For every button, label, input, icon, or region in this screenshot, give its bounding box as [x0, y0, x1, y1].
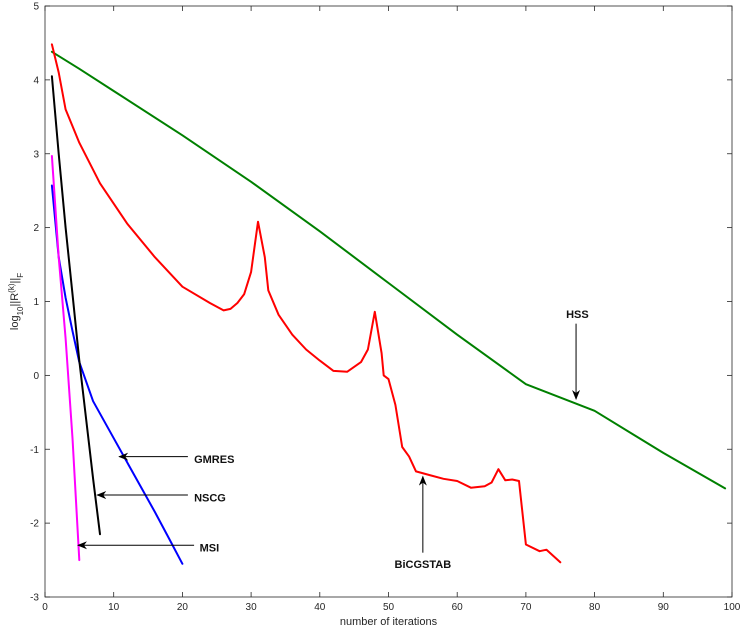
- y-tick-label--3: -3: [30, 593, 39, 604]
- y-label-prefix: log: [9, 315, 21, 330]
- x-tick-label-50: 50: [383, 602, 395, 613]
- x-tick-label-40: 40: [314, 602, 326, 613]
- annotation-label-bicgstab: BiCGSTAB: [395, 559, 452, 571]
- annotation-label-gmres: GMRES: [194, 454, 234, 466]
- x-tick-label-60: 60: [452, 602, 464, 613]
- x-tick-label-80: 80: [589, 602, 601, 613]
- x-tick-label-0: 0: [42, 602, 48, 613]
- series-line-bicgstab: [50, 43, 562, 564]
- x-tick-label-90: 90: [658, 602, 670, 613]
- y-axis-label: log10||R(k)||F: [7, 273, 25, 330]
- x-tick-label-100: 100: [724, 602, 741, 613]
- y-tick-label-1: 1: [33, 297, 39, 308]
- x-axis-label: number of iterations: [340, 616, 438, 628]
- x-tick-label-30: 30: [246, 602, 258, 613]
- x-tick-label-10: 10: [108, 602, 120, 613]
- series-line-hss: [50, 50, 727, 490]
- plot-frame: [44, 5, 733, 598]
- y-tick-label-2: 2: [33, 223, 39, 234]
- y-tick-label-3: 3: [33, 149, 39, 160]
- y-label-mid: ||R: [9, 293, 21, 307]
- series-lines: [50, 43, 727, 565]
- annotation-label-msi: MSI: [200, 543, 220, 555]
- series-line-msi: [50, 155, 81, 562]
- annotations: HSS BiCGSTAB GMRES NSCG MSI: [76, 309, 589, 571]
- y-label-sub2: F: [16, 273, 25, 278]
- x-tick-label-70: 70: [520, 602, 532, 613]
- y-tick-label-5: 5: [33, 2, 39, 13]
- y-tick-label-0: 0: [33, 371, 39, 382]
- y-label-sub1: 10: [16, 306, 25, 315]
- y-tick-label--2: -2: [30, 519, 39, 530]
- y-tick-label-4: 4: [33, 75, 39, 86]
- series-line-gmres: [50, 184, 184, 565]
- annotation-label-nscg: NSCG: [194, 492, 226, 504]
- axes: 0 10 20 30 40 50 60 70 80 90 100 -3 -2 -1 0 1 2 3 4 5: [30, 2, 741, 614]
- y-tick-label--1: -1: [30, 445, 39, 456]
- y-label-sup: (k): [7, 283, 16, 293]
- y-label-mid2: ||: [9, 278, 21, 284]
- x-tick-label-20: 20: [177, 602, 189, 613]
- series-line-nscg: [50, 75, 101, 536]
- annotation-label-hss: HSS: [566, 309, 589, 321]
